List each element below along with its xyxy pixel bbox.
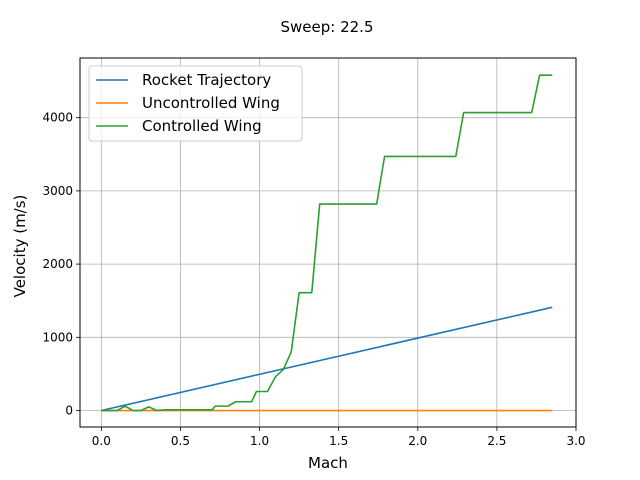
chart-title: Sweep: 22.5: [281, 18, 374, 36]
series-group: [101, 74, 553, 412]
series-line-3: [101, 74, 553, 412]
legend-label: Rocket Trajectory: [142, 71, 271, 89]
x-tick-label: 2.5: [487, 434, 506, 448]
x-tick-label: 1.0: [250, 434, 269, 448]
legend-label: Controlled Wing: [142, 117, 262, 135]
y-tick-label: 0: [65, 404, 73, 418]
legend: Rocket Trajectory Uncontrolled Wing Contro…: [88, 65, 303, 142]
x-tick-label: 2.0: [408, 434, 427, 448]
series-line-1: [101, 306, 553, 412]
legend-box: [88, 65, 303, 142]
legend-label: Uncontrolled Wing: [142, 94, 280, 112]
x-tick-label: 0.0: [92, 434, 111, 448]
y-tick-label: 1000: [42, 330, 73, 344]
y-tick-label: 3000: [42, 184, 73, 198]
y-axis-label: Velocity (m/s): [11, 195, 29, 298]
x-tick-label: 0.5: [171, 434, 190, 448]
y-tick-label: 2000: [42, 257, 73, 271]
x-tick-label: 3.0: [566, 434, 585, 448]
x-axis-label: Mach: [308, 454, 348, 472]
axes-ticks: 0.0 0.5 1.0 1.5 2.0 2.5 3.0 0 1000 2000 3000 4000: [42, 111, 585, 448]
x-tick-label: 1.5: [329, 434, 348, 448]
y-tick-label: 4000: [42, 111, 73, 125]
plot-frame: [79, 57, 577, 428]
